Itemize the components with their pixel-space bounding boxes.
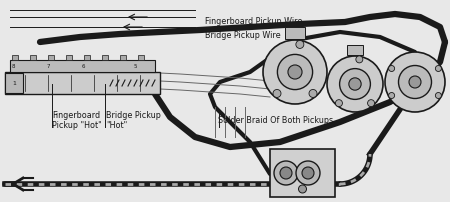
- Text: Fingerboard
Pickup "Hot": Fingerboard Pickup "Hot": [52, 110, 102, 130]
- Bar: [347, 46, 363, 56]
- Circle shape: [399, 66, 432, 99]
- Circle shape: [296, 41, 304, 49]
- Bar: [84, 56, 90, 61]
- Circle shape: [327, 57, 383, 113]
- Bar: [120, 56, 126, 61]
- Bar: [10, 61, 155, 73]
- Bar: [66, 56, 72, 61]
- Circle shape: [409, 77, 421, 88]
- Text: Solder Braid Of Both Pickups: Solder Braid Of Both Pickups: [218, 116, 333, 125]
- Circle shape: [296, 161, 320, 185]
- Text: Fingerboard Pickup Wire: Fingerboard Pickup Wire: [205, 17, 302, 26]
- Circle shape: [368, 100, 374, 107]
- Circle shape: [340, 69, 370, 100]
- Bar: [12, 56, 18, 61]
- Circle shape: [436, 66, 441, 72]
- Circle shape: [436, 93, 441, 99]
- Circle shape: [389, 93, 395, 99]
- Circle shape: [280, 167, 292, 179]
- Bar: [5, 74, 23, 94]
- Bar: [270, 149, 335, 197]
- Bar: [5, 73, 160, 95]
- Bar: [48, 56, 54, 61]
- Circle shape: [309, 90, 317, 98]
- Circle shape: [385, 53, 445, 113]
- Text: Bridge Pickup
"Hot": Bridge Pickup "Hot": [106, 110, 161, 130]
- Circle shape: [356, 57, 363, 64]
- Bar: [102, 56, 108, 61]
- Circle shape: [389, 66, 395, 72]
- Circle shape: [302, 167, 314, 179]
- Bar: [138, 56, 144, 61]
- Circle shape: [263, 41, 327, 104]
- Circle shape: [277, 55, 313, 90]
- Bar: [30, 56, 36, 61]
- Text: 1: 1: [12, 81, 16, 86]
- Text: Bridge Pickup Wire: Bridge Pickup Wire: [205, 31, 280, 40]
- Bar: [285, 28, 305, 40]
- Circle shape: [298, 185, 306, 193]
- Text: 8: 8: [11, 64, 15, 69]
- Circle shape: [349, 78, 361, 91]
- Circle shape: [335, 100, 342, 107]
- Circle shape: [273, 90, 281, 98]
- Text: 6: 6: [81, 64, 85, 69]
- Circle shape: [288, 66, 302, 80]
- Circle shape: [274, 161, 298, 185]
- Text: 7: 7: [46, 64, 50, 69]
- Text: 5: 5: [134, 64, 137, 69]
